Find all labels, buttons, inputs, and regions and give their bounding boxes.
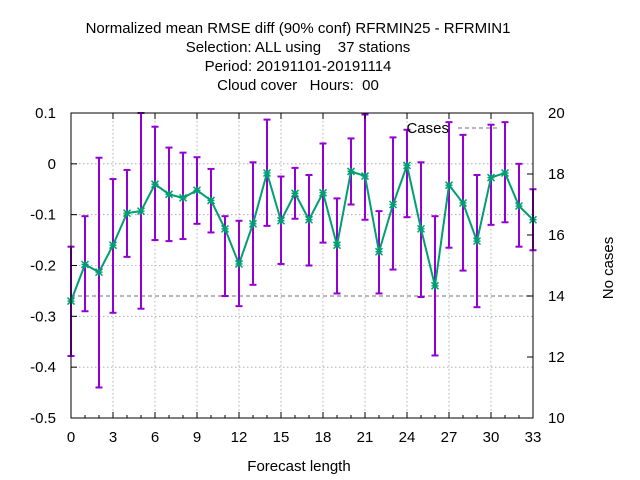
data-point <box>94 268 104 277</box>
x-tick-label: 18 <box>315 429 332 446</box>
title-line-2: Selection: ALL using 37 stations <box>186 39 411 56</box>
data-point <box>206 196 216 205</box>
data-point <box>192 186 202 195</box>
data-point <box>346 167 356 176</box>
data-point <box>80 260 90 269</box>
data-point <box>416 224 426 233</box>
y-tick-label: 0 <box>48 156 56 173</box>
y2-tick-label: 10 <box>548 410 565 427</box>
y-tick-label: -0.4 <box>30 359 56 376</box>
data-point <box>472 237 482 246</box>
y-tick-label: -0.3 <box>30 308 56 325</box>
y2-tick-label: 12 <box>548 349 565 366</box>
data-point <box>388 200 398 209</box>
data-point <box>150 180 160 189</box>
x-tick-label: 30 <box>483 429 500 446</box>
x-tick-label: 9 <box>193 429 201 446</box>
y2-tick-label: 16 <box>548 227 565 244</box>
x-tick-label: 6 <box>151 429 159 446</box>
data-point <box>122 209 132 218</box>
data-point <box>402 161 412 170</box>
y2-tick-label: 18 <box>548 166 565 183</box>
x-tick-label: 33 <box>525 429 542 446</box>
data-point <box>220 224 230 233</box>
y-tick-labels: 0.1 0 -0.1 -0.2 -0.3 -0.4 -0.5 <box>30 105 56 427</box>
data-point <box>262 168 272 178</box>
x-tick-label: 12 <box>231 429 248 446</box>
y2-tick-labels: 20 18 16 14 12 10 <box>548 105 565 427</box>
y-tick-label: 0.1 <box>35 105 56 122</box>
y2-tick-label: 20 <box>548 105 565 122</box>
data-point <box>318 188 328 197</box>
title-line-4: Cloud cover Hours: 00 <box>217 77 379 94</box>
errorbar <box>361 113 369 221</box>
x-tick-label: 24 <box>399 429 416 446</box>
y-tick-label: -0.1 <box>30 207 56 224</box>
data-point <box>332 241 342 250</box>
x-tick-label: 0 <box>67 429 75 446</box>
y-tick-label: -0.2 <box>30 258 56 275</box>
data-point <box>234 259 244 269</box>
errorbar <box>403 128 411 219</box>
y2-axis-label: No cases <box>600 237 617 300</box>
data-point <box>514 201 524 211</box>
x-tick-label: 21 <box>357 429 374 446</box>
x-tick-label: 27 <box>441 429 458 446</box>
data-point <box>304 215 314 224</box>
x-tick-label: 3 <box>109 429 117 446</box>
errorbars <box>67 112 537 389</box>
data-point <box>374 247 384 256</box>
data-point <box>248 219 258 228</box>
data-point <box>500 168 510 178</box>
data-point <box>164 190 174 199</box>
data-point <box>486 173 496 182</box>
x-tick-label: 15 <box>273 429 290 446</box>
data-point <box>290 189 300 198</box>
title-line-1: Normalized mean RMSE diff (90% conf) RFR… <box>86 20 511 37</box>
data-point <box>108 241 118 250</box>
data-point <box>458 198 468 208</box>
x-axis-label: Forecast length <box>247 458 350 475</box>
axis-ticks <box>70 112 534 419</box>
data-point <box>136 207 146 216</box>
data-point <box>360 172 370 181</box>
legend-entry-cases: Cases <box>406 120 449 137</box>
data-point <box>444 181 454 190</box>
y2-tick-label: 14 <box>548 288 565 305</box>
data-point <box>178 193 188 202</box>
legend: Cases <box>406 120 500 137</box>
y-tick-label: -0.5 <box>30 410 56 427</box>
rmse-diff-line <box>70 161 534 302</box>
x-tick-labels: 0 3 6 9 12 15 18 21 24 27 30 33 <box>67 429 542 446</box>
chart-title: Normalized mean RMSE diff (90% conf) RFR… <box>86 20 511 94</box>
data-point <box>430 281 440 290</box>
rmse-diff-series <box>70 161 534 302</box>
title-line-3: Period: 20191101-20191114 <box>205 58 392 75</box>
point-markers <box>66 161 538 306</box>
data-point <box>276 216 286 225</box>
